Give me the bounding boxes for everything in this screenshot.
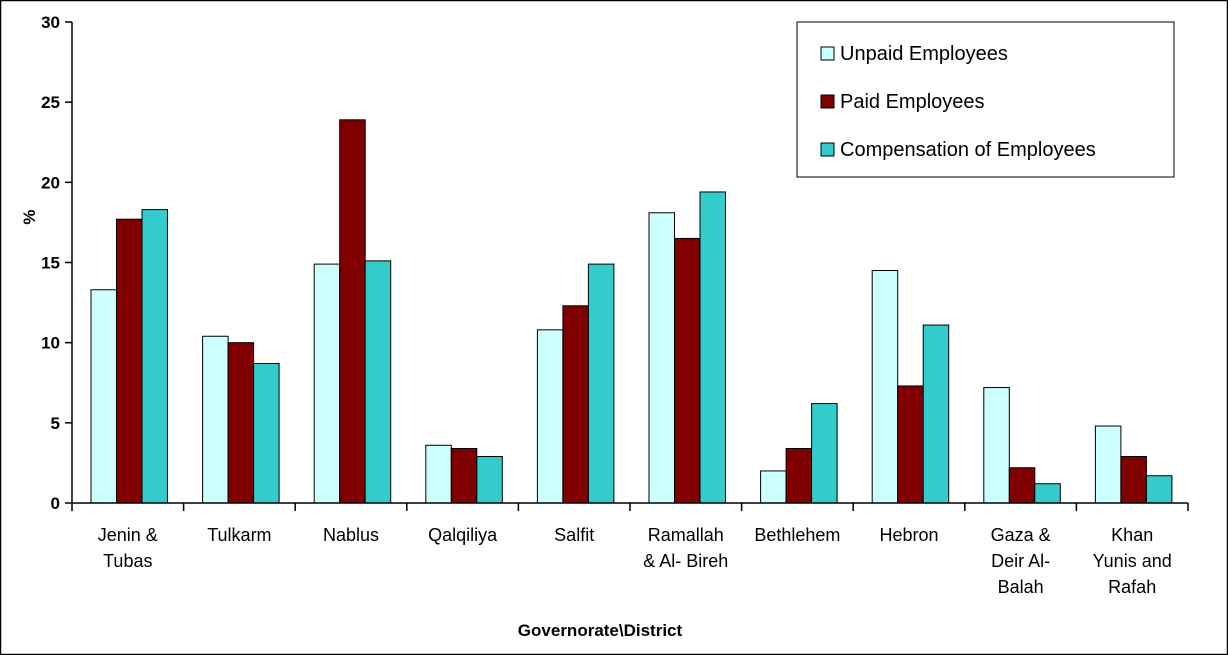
- bar: [536, 329, 564, 504]
- legend-label: Unpaid Employees: [840, 43, 1008, 65]
- x-tick-label: Bethlehem: [754, 525, 840, 545]
- x-tick-label: Gaza &: [991, 525, 1051, 545]
- bar: [364, 260, 392, 504]
- bar: [202, 335, 229, 504]
- bar: [897, 385, 924, 504]
- bar: [253, 363, 280, 504]
- x-tick-label: Salfit: [554, 525, 594, 545]
- legend-label: Compensation of Employees: [840, 139, 1096, 161]
- bar: [871, 270, 899, 504]
- x-tick-label: Rafah: [1108, 577, 1156, 597]
- bar: [785, 447, 813, 504]
- bar: [587, 263, 615, 504]
- bar: [116, 218, 143, 504]
- bar: [339, 119, 366, 504]
- bar: [450, 447, 478, 504]
- x-tick-label: & Al- Bireh: [643, 551, 728, 571]
- legend-swatch: [820, 46, 835, 61]
- bar: [1008, 467, 1036, 504]
- plot-area: 0 5 10 15 20 25 30 Jenin & Tubas Tulkarm Nablus Qal…: [41, 13, 1189, 597]
- legend-label: Paid Employees: [840, 91, 985, 113]
- legend-swatch: [820, 94, 835, 109]
- x-tick-label: Deir Al-: [991, 551, 1050, 571]
- y-tick-label: 20: [41, 173, 60, 192]
- x-tick-label: Jenin &: [98, 525, 158, 545]
- bar: [90, 289, 117, 504]
- y-tick-label: 25: [41, 93, 60, 112]
- y-axis-label: %: [20, 209, 39, 224]
- x-tick-label: Ramallah: [648, 525, 724, 545]
- y-tick-label: 5: [51, 414, 60, 433]
- legend: Unpaid Employees Paid Employees Compensati…: [796, 21, 1175, 178]
- bar: [699, 191, 726, 504]
- x-tick-label: Tulkarm: [207, 525, 271, 545]
- bar: [313, 263, 341, 504]
- bar: [1145, 475, 1173, 504]
- x-tick-label: Nablus: [323, 525, 379, 545]
- bar: [562, 305, 589, 504]
- bar: [1094, 425, 1122, 504]
- y-tick-label: 10: [41, 334, 60, 353]
- bar: [674, 237, 701, 504]
- y-tick-label: 0: [51, 494, 60, 513]
- legend-box: [796, 21, 1175, 178]
- x-tick-label: Khan: [1111, 525, 1153, 545]
- bar: [648, 212, 675, 504]
- bar: [1034, 483, 1061, 504]
- bar: [1120, 456, 1147, 504]
- y-tick-label: 15: [41, 254, 60, 273]
- bar: [760, 470, 787, 504]
- x-tick-label: Tubas: [103, 551, 152, 571]
- x-axis-label: Governorate\District: [518, 621, 683, 640]
- bar: [922, 324, 950, 504]
- x-tick-label: Qalqiliya: [428, 525, 498, 545]
- x-tick-label: Yunis and: [1093, 551, 1172, 571]
- bar: [227, 342, 255, 504]
- bar: [425, 444, 452, 504]
- y-tick-label: 30: [41, 13, 60, 32]
- x-tick-label: Balah: [998, 577, 1044, 597]
- bar: [141, 209, 168, 504]
- bar: [476, 456, 503, 504]
- bar: [983, 387, 1010, 504]
- x-tick-label: Hebron: [879, 525, 938, 545]
- legend-swatch: [820, 142, 835, 157]
- bar: [811, 403, 838, 504]
